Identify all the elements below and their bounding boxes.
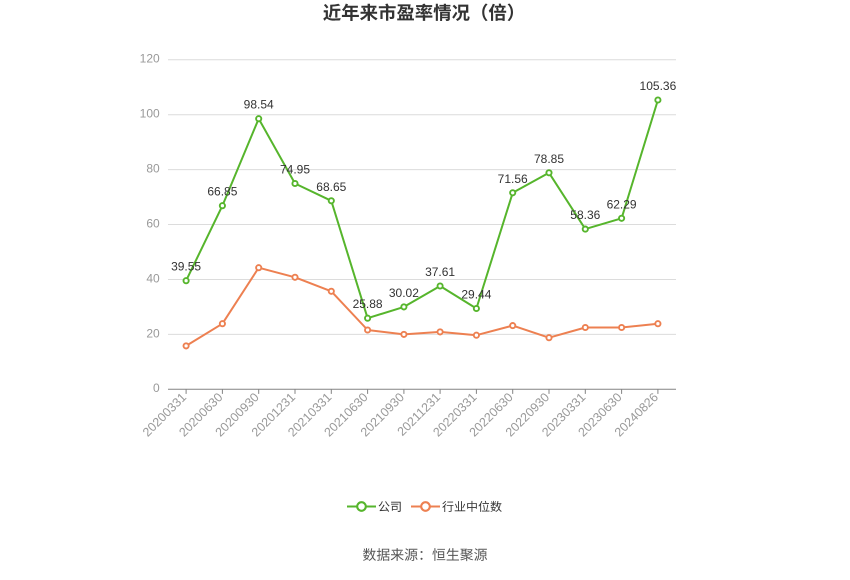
svg-text:68.65: 68.65 xyxy=(316,180,346,194)
svg-text:29.44: 29.44 xyxy=(461,288,491,302)
svg-text:105.36: 105.36 xyxy=(640,79,677,93)
svg-text:120: 120 xyxy=(140,52,160,66)
svg-text:0: 0 xyxy=(153,381,160,395)
svg-text:25.88: 25.88 xyxy=(353,297,383,311)
svg-text:37.61: 37.61 xyxy=(425,265,455,279)
svg-text:71.56: 71.56 xyxy=(498,172,528,186)
svg-text:100: 100 xyxy=(140,107,160,121)
svg-text:20: 20 xyxy=(146,326,160,340)
svg-text:60: 60 xyxy=(146,217,160,231)
svg-text:78.85: 78.85 xyxy=(534,152,564,166)
svg-text:39.55: 39.55 xyxy=(171,260,201,274)
svg-text:58.36: 58.36 xyxy=(570,208,600,222)
svg-text:80: 80 xyxy=(146,162,160,176)
svg-text:40: 40 xyxy=(146,271,160,285)
svg-text:98.54: 98.54 xyxy=(244,98,274,112)
svg-text:74.95: 74.95 xyxy=(280,163,310,177)
svg-text:30.02: 30.02 xyxy=(389,286,419,300)
svg-text:66.85: 66.85 xyxy=(207,185,237,199)
svg-text:62.29: 62.29 xyxy=(607,197,637,211)
